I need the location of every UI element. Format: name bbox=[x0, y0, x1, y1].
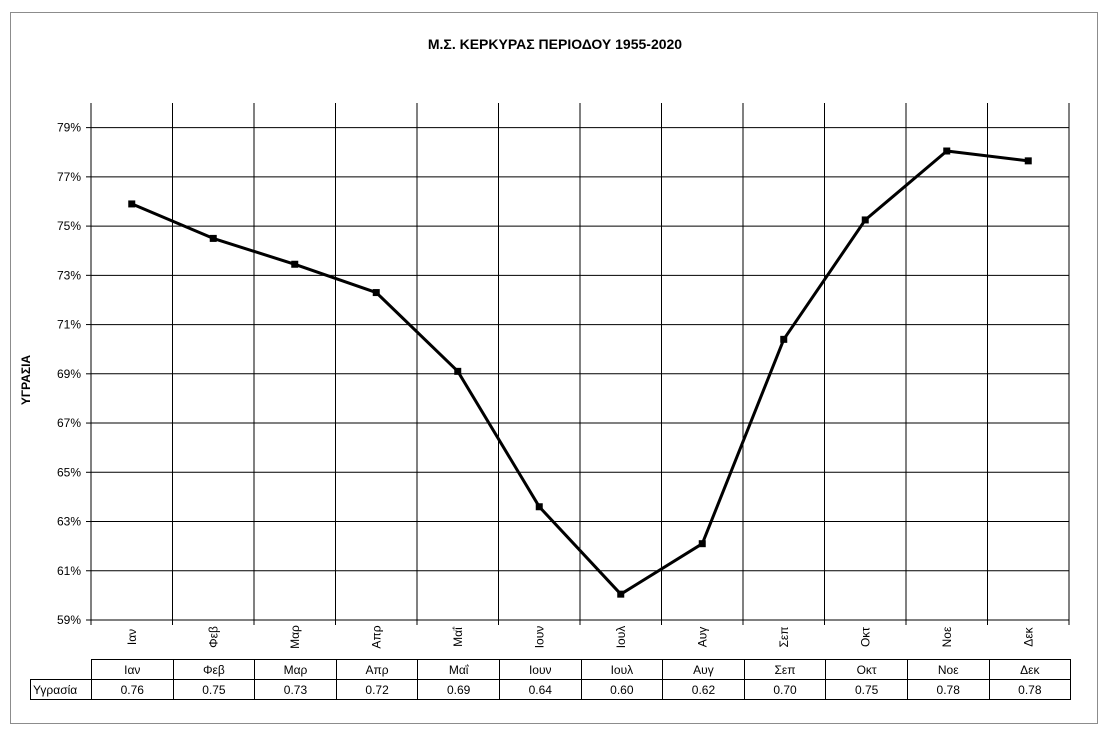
y-tick-label: 59% bbox=[57, 613, 81, 627]
data-table-value-cell: 0.78 bbox=[988, 679, 1072, 700]
data-table-header-cell: Φεβ bbox=[172, 659, 256, 680]
data-table-header-cell: Απρ bbox=[335, 659, 419, 680]
data-table-header-cell: Ιουλ bbox=[580, 659, 664, 680]
x-tick-label: Ιουν bbox=[532, 626, 546, 649]
data-point-marker bbox=[943, 147, 951, 155]
data-table-value-cell: 0.62 bbox=[662, 679, 745, 700]
data-point-marker bbox=[535, 503, 543, 511]
data-point-marker bbox=[1024, 157, 1032, 165]
data-table: Ιαν Φεβ Μαρ Απρ Μαΐ Ιουν Ιουλ Αυγ Σεπ Οκτ Νοε Δεκ Υ… bbox=[30, 659, 1072, 700]
data-table-value-cell: 0.75 bbox=[172, 679, 256, 700]
y-tick-label: 71% bbox=[57, 318, 81, 332]
data-table-value-cell: 0.72 bbox=[335, 679, 419, 700]
data-table-value-cell: 0.60 bbox=[580, 679, 664, 700]
x-tick-label: Φεβ bbox=[206, 626, 220, 648]
data-table-header-cell: Σεπ bbox=[743, 659, 827, 680]
x-tick-label: Μαρ bbox=[288, 625, 302, 649]
data-table-header-cell: Μαΐ bbox=[417, 659, 500, 680]
data-point-marker bbox=[372, 289, 380, 297]
data-table-row-label: Υγρασία bbox=[30, 679, 92, 700]
data-table-header-cell: Ιουν bbox=[498, 659, 582, 680]
data-point-marker bbox=[291, 260, 299, 268]
x-tick-label: Ιαν bbox=[125, 629, 139, 645]
data-point-marker bbox=[698, 540, 706, 548]
data-table-header-row: Ιαν Φεβ Μαρ Απρ Μαΐ Ιουν Ιουλ Αυγ Σεπ Οκτ Νοε Δεκ bbox=[31, 659, 1072, 680]
data-table-value-cell: 0.73 bbox=[254, 679, 337, 700]
data-point-marker bbox=[861, 216, 869, 224]
data-table-value-row: Υγρασία 0.76 0.75 0.73 0.72 0.69 0.64 0.60 0.62… bbox=[30, 679, 1072, 700]
x-tick-label: Νοε bbox=[940, 626, 954, 647]
y-tick-label: 73% bbox=[57, 268, 81, 282]
x-tick-label: Αυγ bbox=[695, 627, 709, 648]
data-table-value-cell: 0.78 bbox=[906, 679, 990, 700]
y-tick-label: 75% bbox=[57, 219, 81, 233]
data-point-marker bbox=[454, 367, 462, 375]
data-table-header-cell: Ιαν bbox=[91, 659, 174, 680]
data-table-corner bbox=[31, 660, 92, 680]
y-tick-label: 69% bbox=[57, 367, 81, 381]
data-table-value-cell: 0.70 bbox=[743, 679, 827, 700]
series-line bbox=[131, 149, 1029, 596]
data-table-value-cell: 0.75 bbox=[825, 679, 908, 700]
y-tick-label: 65% bbox=[57, 465, 81, 479]
chart-title: Μ.Σ. ΚΕΡΚΥΡΑΣ ΠΕΡΙΟΔΟΥ 1955-2020 bbox=[427, 36, 683, 52]
x-tick-label: Δεκ bbox=[1021, 626, 1035, 646]
y-tick-label: 79% bbox=[57, 121, 81, 135]
data-table-header-cell: Οκτ bbox=[825, 659, 908, 680]
x-tick-label: Μαΐ bbox=[451, 626, 465, 647]
data-table-header-cell: Μαρ bbox=[254, 659, 337, 680]
data-point-marker bbox=[128, 200, 136, 208]
data-table-header-cell: Δεκ bbox=[988, 659, 1072, 680]
x-tick-label: Ιουλ bbox=[614, 626, 628, 649]
chart-frame bbox=[10, 12, 1098, 724]
y-tick-label: 67% bbox=[57, 416, 81, 430]
data-table-value-cell: 0.69 bbox=[417, 679, 500, 700]
x-tick-label: Οκτ bbox=[858, 627, 872, 647]
data-table-value-cell: 0.64 bbox=[498, 679, 582, 700]
data-table-header-cell: Αυγ bbox=[662, 659, 745, 680]
x-tick-label: Απρ bbox=[369, 625, 383, 648]
x-tick-label: Σεπ bbox=[777, 626, 791, 647]
y-tick-label: 61% bbox=[57, 564, 81, 578]
data-point-marker bbox=[617, 590, 625, 598]
data-table-value-cell: 0.76 bbox=[91, 679, 174, 700]
data-point-marker bbox=[780, 335, 788, 343]
data-table-header-cell: Νοε bbox=[906, 659, 990, 680]
y-tick-label: 63% bbox=[57, 515, 81, 529]
y-tick-label: 77% bbox=[57, 170, 81, 184]
data-point-marker bbox=[209, 234, 217, 242]
